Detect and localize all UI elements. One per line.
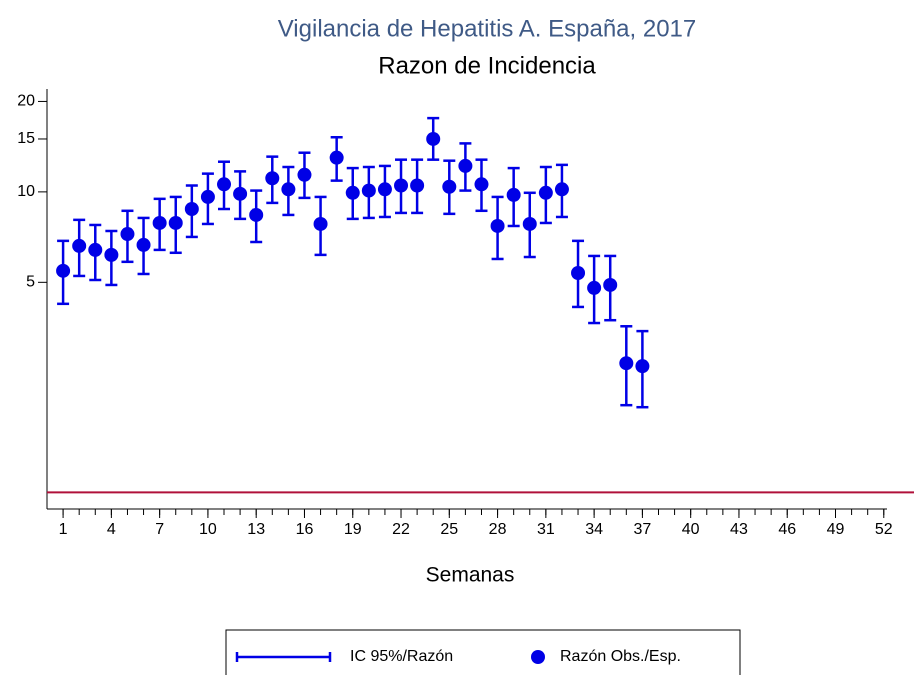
point (619, 356, 634, 371)
point (265, 171, 280, 186)
point (56, 263, 71, 278)
point (120, 227, 135, 242)
point (426, 131, 441, 146)
point (603, 277, 618, 292)
x-tick-label: 52 (875, 521, 893, 538)
x-tick-label: 37 (634, 521, 652, 538)
y-tick-label: 15 (17, 130, 35, 147)
x-tick-label: 4 (107, 521, 116, 538)
point (410, 178, 425, 193)
point (72, 238, 87, 253)
x-tick-label: 7 (155, 521, 164, 538)
x-tick-label: 49 (827, 521, 845, 538)
x-tick-label: 46 (778, 521, 796, 538)
point (88, 242, 103, 257)
point (458, 158, 473, 173)
x-tick-label: 13 (247, 521, 265, 538)
x-axis-label: Semanas (426, 564, 515, 587)
chart-subtitle: Razon de Incidencia (378, 52, 596, 79)
x-tick-label: 34 (585, 521, 603, 538)
point (474, 177, 489, 192)
point (168, 215, 183, 230)
point (377, 182, 392, 197)
point (522, 216, 537, 231)
x-tick-label: 31 (537, 521, 555, 538)
chart-title: Vigilancia de Hepatitis A. España, 2017 (278, 15, 697, 42)
point (313, 216, 328, 231)
point (233, 186, 248, 201)
point (554, 182, 569, 197)
x-tick-label: 10 (199, 521, 217, 538)
legend-box (225, 629, 741, 675)
x-tick-label: 22 (392, 521, 410, 538)
x-tick-label: 25 (440, 521, 458, 538)
point (394, 178, 409, 193)
point (136, 237, 151, 252)
point (184, 202, 199, 217)
x-tick-label: 28 (489, 521, 507, 538)
point (281, 182, 296, 197)
point (217, 177, 232, 192)
legend-label: Razón Obs./Esp. (560, 648, 681, 665)
y-tick-label: 10 (17, 183, 35, 200)
point (635, 359, 650, 374)
point (200, 189, 215, 204)
x-tick-label: 43 (730, 521, 748, 538)
point (442, 179, 457, 194)
point (297, 167, 312, 182)
point (249, 207, 264, 222)
y-tick-label: 20 (17, 93, 35, 110)
point (571, 266, 586, 281)
legend-label: IC 95%/Razón (350, 648, 453, 665)
point (329, 150, 344, 165)
point (538, 185, 553, 200)
point (345, 185, 360, 200)
point (361, 183, 376, 198)
legend-marker (531, 650, 545, 664)
y-tick-label: 5 (26, 274, 35, 291)
x-tick-label: 40 (682, 521, 700, 538)
x-tick-label: 19 (344, 521, 362, 538)
point (506, 187, 521, 202)
point (587, 280, 602, 295)
x-tick-label: 16 (296, 521, 314, 538)
x-tick-label: 1 (59, 521, 68, 538)
point (490, 218, 505, 233)
point (104, 247, 119, 262)
point (152, 215, 167, 230)
